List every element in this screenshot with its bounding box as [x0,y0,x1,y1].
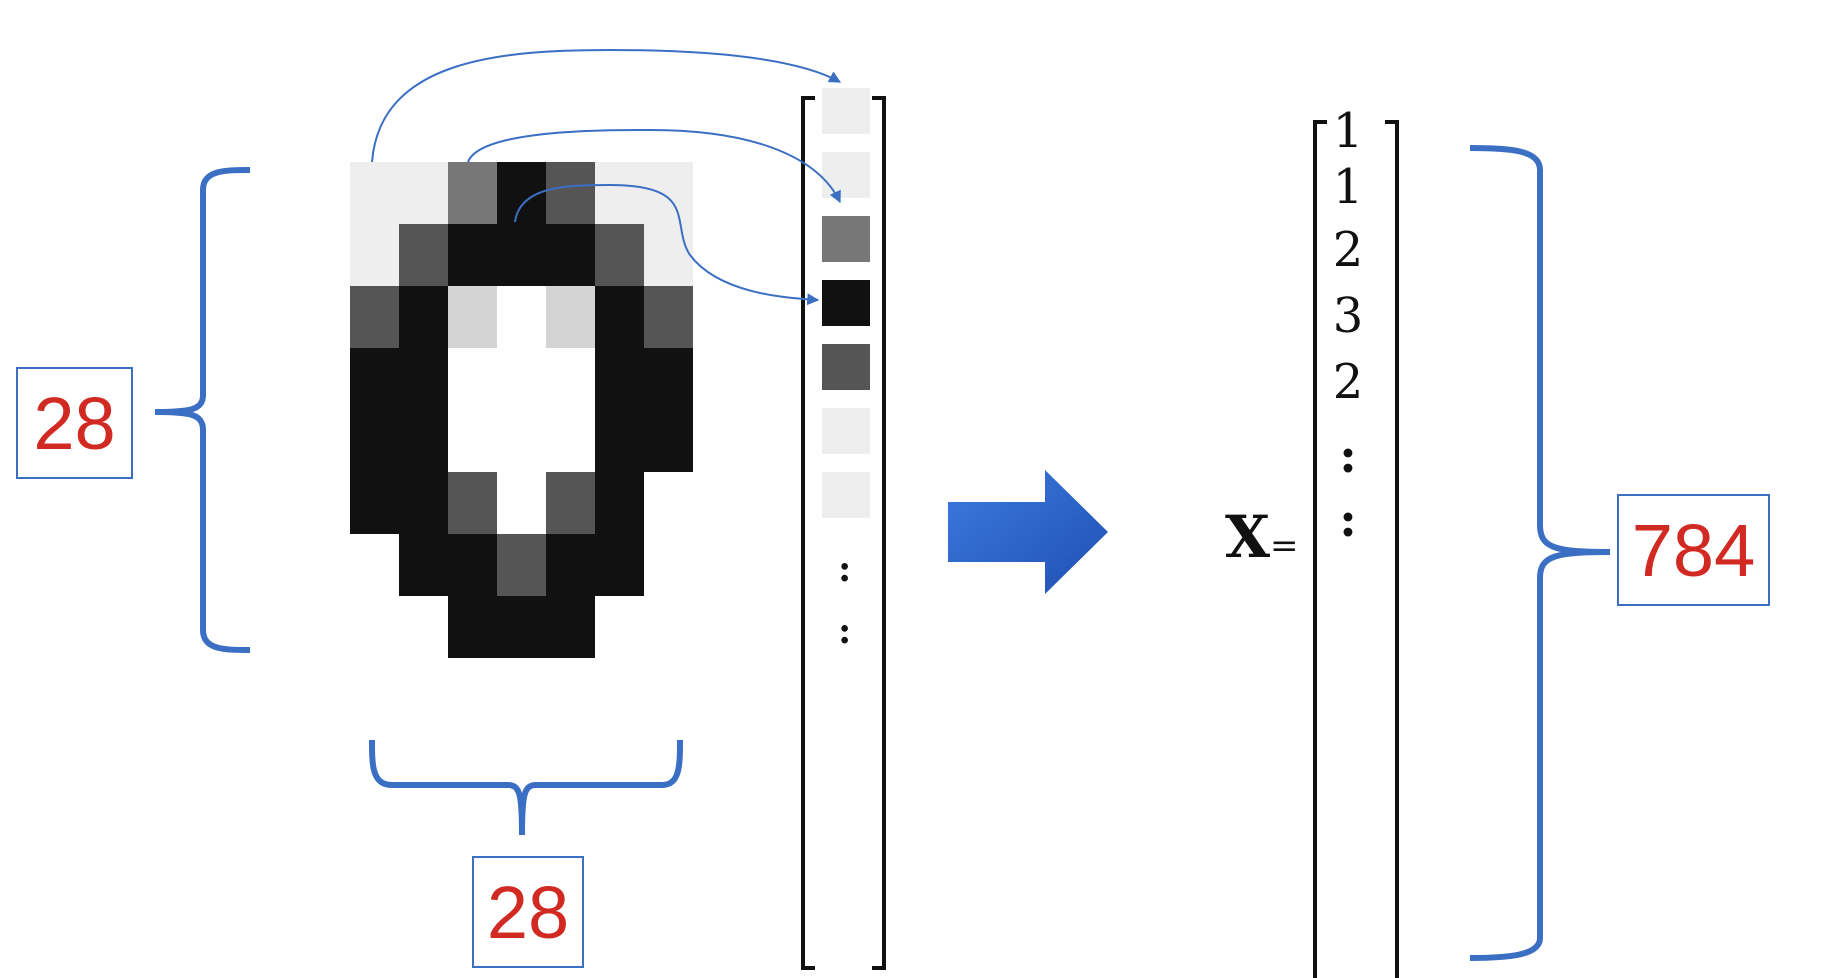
pixel-cell [399,534,448,596]
pixel-cell [595,224,644,286]
height-brace [154,167,251,653]
pixel-cell [350,410,399,472]
width-brace [369,739,683,836]
column-pixel-cell [822,472,870,518]
pixel-cell [644,286,693,348]
pixel-cell [448,162,497,224]
pixel-cell [546,224,595,286]
pixel-cell [399,410,448,472]
pixel-cell [399,162,448,224]
pixel-cell [350,348,399,410]
height-label: 28 [16,367,133,479]
pixel-cell [497,534,546,596]
column-pixel-cell [822,408,870,454]
vector-value: 1 [1332,159,1364,215]
pixel-cell [399,224,448,286]
pixel-cell [595,286,644,348]
column-pixel-cell [822,152,870,198]
vector-length-label: 784 [1617,494,1770,606]
vector-length-brace [1469,145,1611,961]
pixel-cell [497,224,546,286]
column-bracket [801,96,886,970]
pixel-cell [546,534,595,596]
pixel-cell [595,410,644,472]
pixel-cell [546,286,595,348]
digit-pixel-grid [350,162,693,658]
equals-sign: = [1270,526,1299,566]
pixel-cell [350,472,399,534]
vector-value: 3 [1332,288,1364,344]
mapping-arrow [514,183,820,306]
pixel-cell [644,162,693,224]
column-pixel-cell [822,344,870,390]
pixel-cell [595,162,644,224]
pixel-cell [350,286,399,348]
pixel-cell [399,286,448,348]
pixel-cell [448,534,497,596]
pixel-cell [448,596,497,658]
mapping-arrow [467,128,841,204]
transform-arrow [948,470,1108,594]
column-pixel-cell [822,88,870,134]
pixel-cell [448,286,497,348]
vector-value: 1 [1332,103,1364,159]
column-pixel-cell [822,216,870,262]
pixel-cell [350,162,399,224]
pixel-cell [546,472,595,534]
pixel-cell [546,596,595,658]
mapping-arrow [371,48,842,163]
pixel-cell [448,224,497,286]
pixel-cell [350,224,399,286]
pixel-cell [399,472,448,534]
column-ellipsis: : [838,548,852,590]
vector-name: X= [1225,503,1299,571]
pixel-cell [595,534,644,596]
pixel-cell [595,348,644,410]
vector-value: 2 [1332,354,1364,410]
vector-bracket [1313,120,1399,978]
pixel-cell [546,162,595,224]
flattened-pixel-column [822,88,870,518]
pixel-cell [644,348,693,410]
mapping-arrows [371,48,842,306]
vector-value: 2 [1332,222,1364,278]
column-pixel-cell [822,280,870,326]
pixel-cell [448,472,497,534]
vector-ellipsis: : [1339,428,1357,484]
column-ellipsis: : [838,610,852,652]
width-label: 28 [472,856,584,968]
pixel-cell [497,596,546,658]
pixel-cell [399,348,448,410]
pixel-cell [644,410,693,472]
vector-ellipsis: : [1339,492,1357,548]
pixel-cell [644,224,693,286]
pixel-cell [595,472,644,534]
